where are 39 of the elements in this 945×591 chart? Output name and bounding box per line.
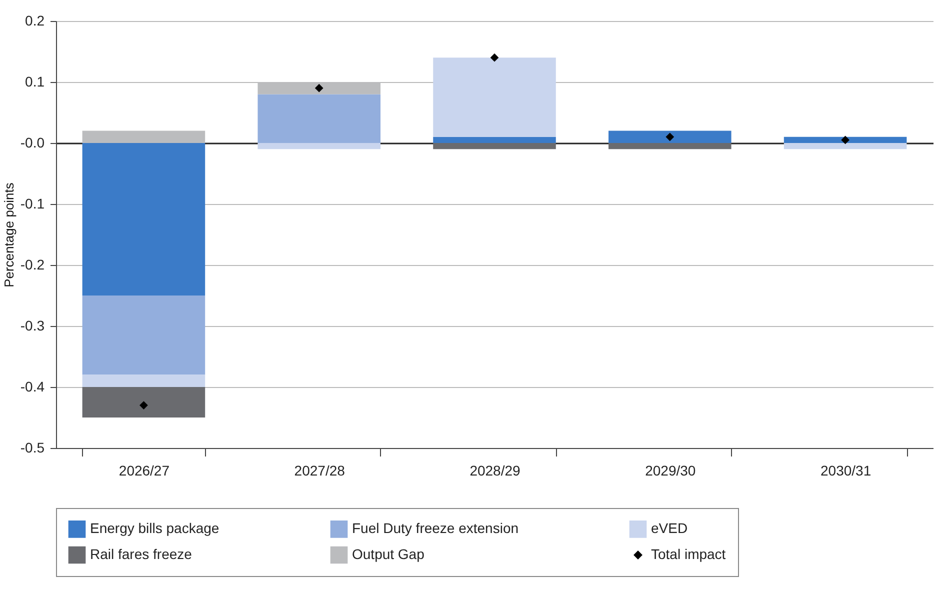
point — [666, 132, 674, 142]
y-tick-label: 0.1 — [25, 74, 45, 90]
bar — [82, 374, 206, 387]
y-tick-label: -0.0 — [20, 134, 45, 150]
bar — [82, 387, 206, 418]
legend-label: Energy bills package — [90, 520, 220, 536]
y-axis-title: Percentage points — [1, 182, 16, 288]
legend-label: Total impact — [651, 546, 726, 562]
bar — [258, 94, 380, 143]
bar — [608, 130, 732, 143]
bar — [784, 143, 907, 150]
x-tick-label: 2028/29 — [470, 462, 521, 478]
x-tick-label: 2026/27 — [118, 462, 170, 478]
bar — [784, 136, 907, 143]
x-tick-label: 2030/31 — [820, 462, 872, 478]
legend-label: Fuel Duty freeze extension — [352, 520, 519, 536]
bar — [82, 143, 206, 296]
y-tick-label: -0.5 — [20, 440, 45, 456]
point — [841, 136, 850, 144]
bar — [433, 58, 556, 137]
legend-label: Rail fares freeze — [90, 546, 192, 562]
point — [314, 84, 324, 92]
bar — [258, 143, 380, 150]
x-tick-label: 2027/28 — [294, 462, 346, 478]
y-tick-label: -0.4 — [20, 378, 45, 394]
y-tick-label: -0.1 — [20, 196, 45, 212]
x-tick-label: 2029/30 — [645, 462, 696, 478]
bar — [433, 136, 556, 143]
y-tick-label: 0.2 — [25, 12, 45, 28]
point — [490, 53, 499, 62]
bar — [82, 296, 206, 375]
bar — [433, 143, 556, 150]
bar — [608, 143, 732, 150]
legend-label: eVED — [651, 520, 688, 536]
y-tick-label: -0.2 — [20, 256, 45, 272]
legend-label: Output Gap — [352, 546, 425, 562]
y-tick-label: -0.3 — [20, 318, 45, 334]
point — [140, 401, 148, 410]
bar — [82, 130, 206, 143]
